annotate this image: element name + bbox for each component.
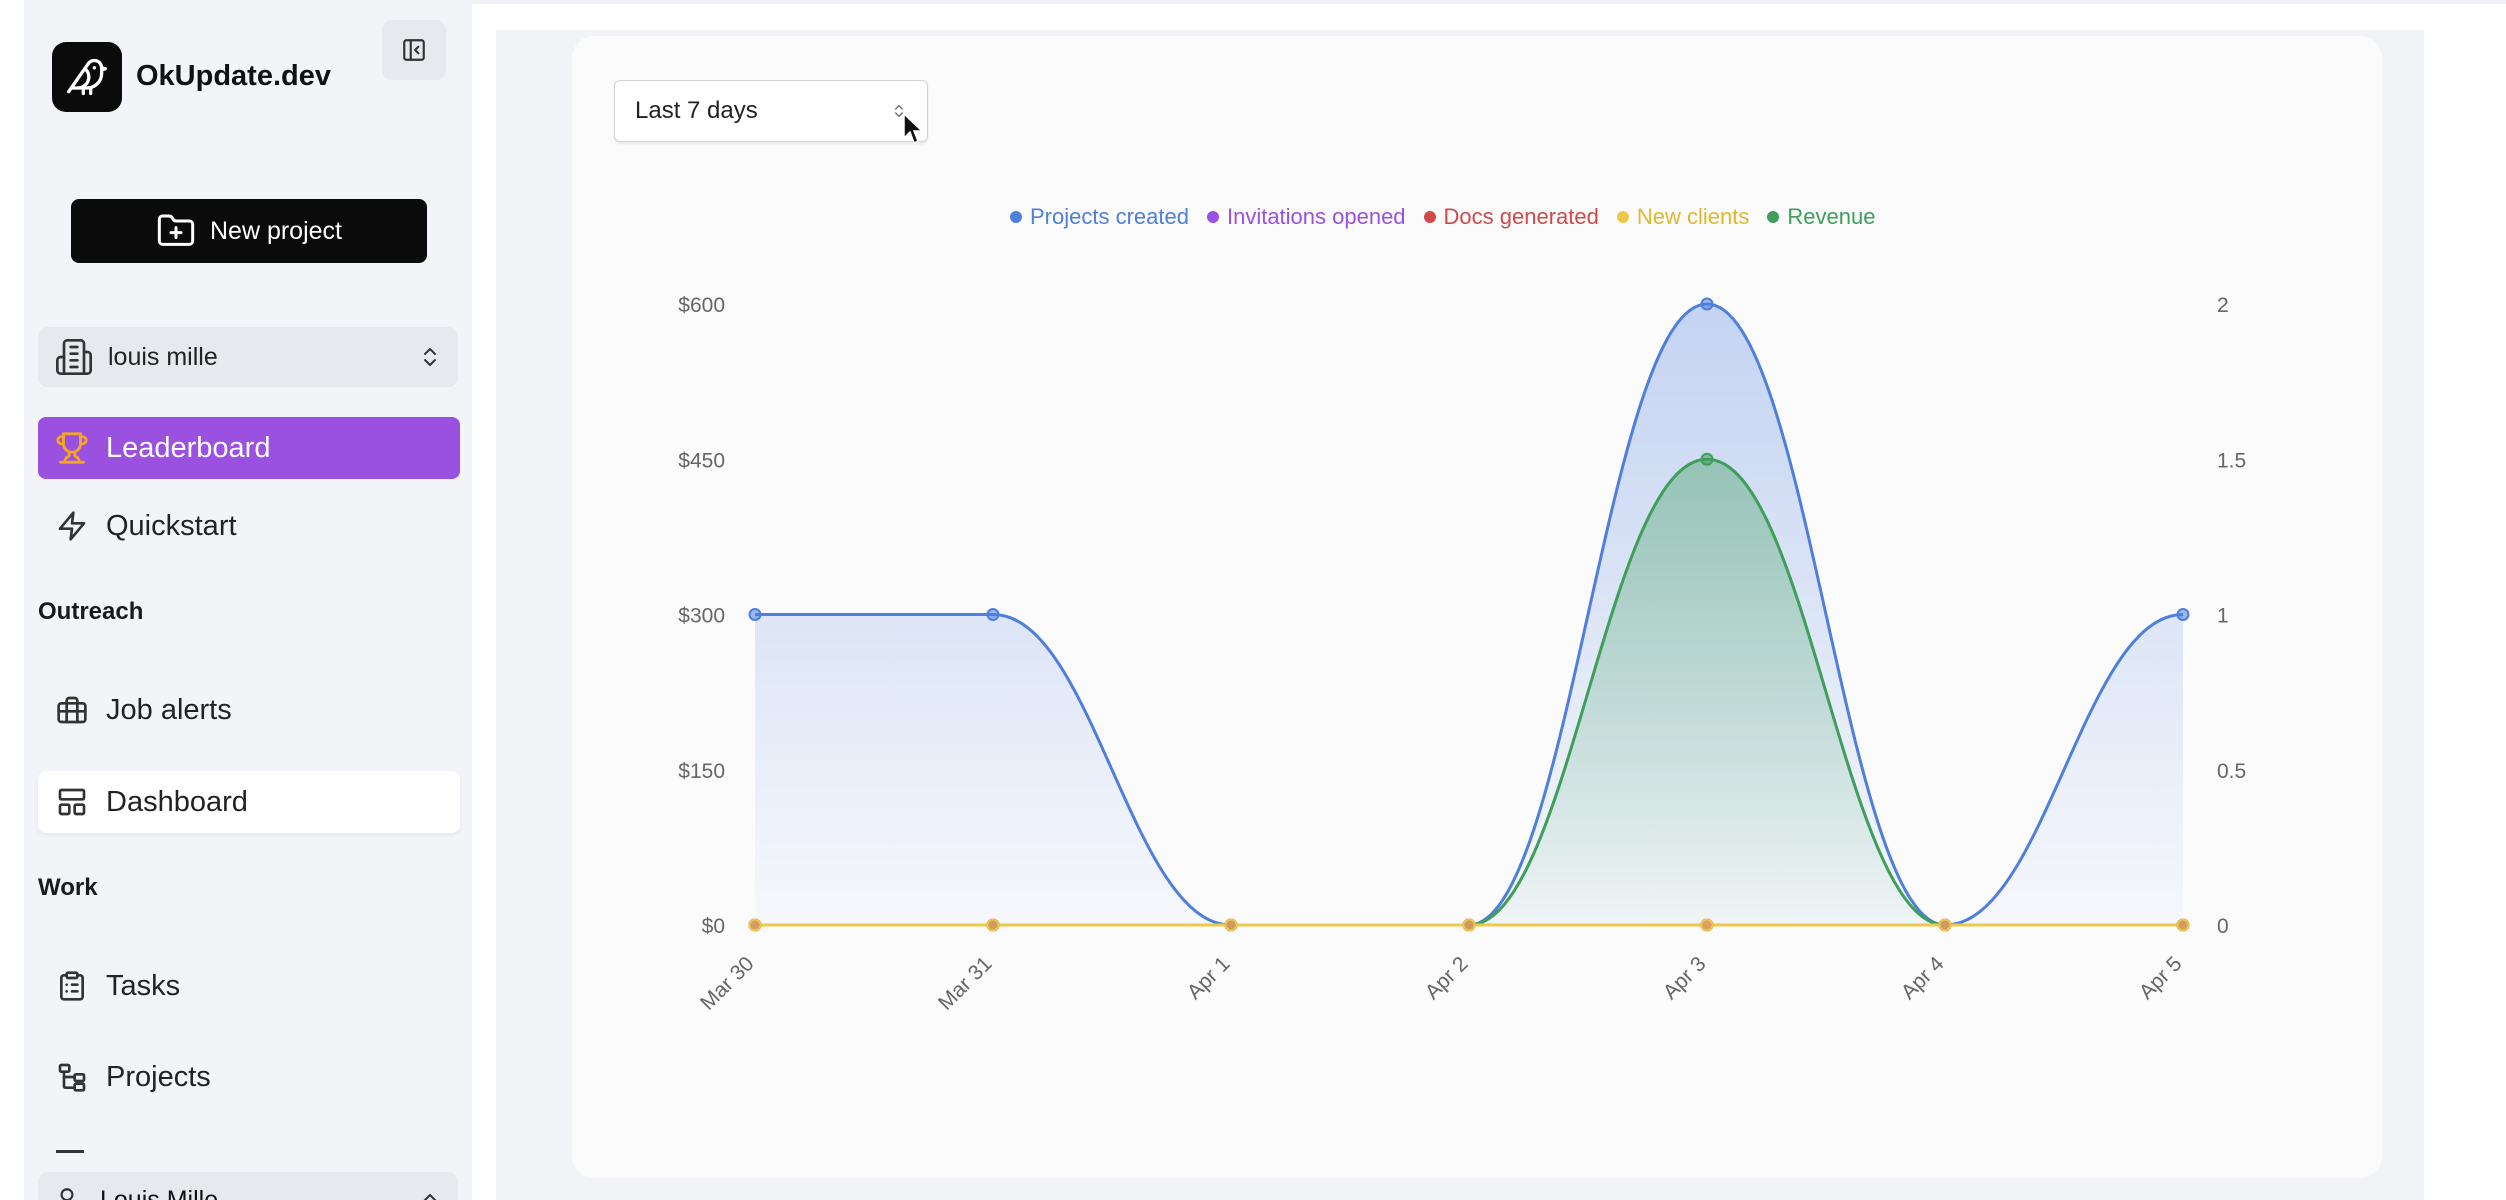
legend-item-docs-generated[interactable]: Docs generated: [1423, 204, 1599, 230]
sidebar-item-job-alerts[interactable]: Job alerts: [38, 679, 460, 741]
data-point-new-clients: [986, 918, 1000, 932]
lightning-icon: [52, 506, 92, 546]
legend-label: New clients: [1636, 204, 1750, 229]
y-right-tick-label: 1: [2217, 605, 2229, 628]
x-tick-label: Apr 4: [1897, 952, 1949, 1004]
data-point-projects-created: [1700, 297, 1714, 311]
y-right-tick-label: 0.5: [2217, 760, 2246, 783]
legend-label: Invitations opened: [1226, 204, 1406, 229]
organization-select[interactable]: louis mille: [38, 327, 458, 387]
sidebar-item-label: Tasks: [106, 969, 181, 1002]
legend-item-new-clients[interactable]: New clients: [1616, 204, 1750, 230]
data-point-new-clients: [2176, 918, 2190, 932]
window-left-edge: [0, 0, 24, 1200]
sidebar-item-leaderboard[interactable]: Leaderboard: [38, 417, 460, 479]
briefcase-icon: [52, 690, 92, 730]
y-left-tick-label: $300: [678, 605, 725, 628]
new-project-button[interactable]: New project: [71, 199, 427, 263]
sidebar-toggle-icon: [403, 39, 425, 61]
data-point-new-clients: [1224, 918, 1238, 932]
data-point-new-clients: [1700, 918, 1714, 932]
user-menu[interactable]: Louis Mille: [38, 1172, 458, 1200]
mouse-cursor-icon: [903, 112, 924, 145]
legend-dot: [1423, 211, 1436, 223]
bird-icon: [67, 58, 107, 96]
hierarchy-icon: [52, 1057, 92, 1097]
chevrons-up-down-icon: [424, 348, 436, 366]
trophy-icon: [52, 428, 92, 468]
sidebar-item-label: Job alerts: [106, 693, 232, 726]
legend-item-projects-created[interactable]: Projects created: [1010, 204, 1189, 230]
chart-card: [572, 36, 2382, 1178]
area-chart: $0 $150 $300 $450 $600 0 0.5 1 1.5 2 Mar 30 Mar 31 A…: [678, 294, 2246, 1015]
organization-name: louis mille: [108, 342, 218, 371]
app-logo[interactable]: [52, 42, 122, 112]
new-project-label: New project: [210, 216, 342, 245]
chevrons-up-down-icon: [895, 105, 903, 117]
y-right-tick-label: 0: [2217, 915, 2229, 938]
x-tick-label: Apr 2: [1421, 952, 1473, 1004]
sidebar-item-dashboard[interactable]: Dashboard: [38, 771, 460, 833]
sidebar-item-projects[interactable]: Projects: [38, 1046, 460, 1108]
user-icon: [60, 1188, 74, 1200]
legend-dot: [1767, 211, 1780, 223]
data-point-projects-created: [748, 608, 762, 621]
date-range-select[interactable]: Last 7 days: [614, 80, 928, 142]
data-point-projects-created: [986, 608, 1000, 621]
section-title-outreach: Outreach: [38, 598, 144, 625]
chart-legend: Projects created Invitations opened Docs…: [1010, 204, 1875, 230]
data-point-new-clients: [748, 918, 762, 932]
x-tick-label: Apr 5: [2135, 952, 2187, 1004]
sidebar-item-label: Leaderboard: [106, 431, 271, 464]
data-point-revenue: [1700, 452, 1714, 466]
folder-plus-icon: [157, 214, 195, 246]
x-tick-label: Apr 1: [1183, 952, 1235, 1004]
legend-dot: [1206, 211, 1219, 223]
top-divider: [472, 0, 2506, 4]
data-point-new-clients: [1462, 918, 1476, 932]
y-right-tick-label: 1.5: [2217, 449, 2246, 472]
user-name: Louis Mille: [100, 1186, 219, 1200]
y-left-tick-label: $450: [678, 449, 725, 472]
date-range-value: Last 7 days: [635, 97, 758, 124]
dashboard-icon: [52, 782, 92, 822]
building-icon: [56, 339, 92, 375]
partially-hidden-icon: [56, 1150, 84, 1154]
legend-item-revenue[interactable]: Revenue: [1767, 204, 1875, 230]
legend-dot: [1616, 211, 1629, 223]
sidebar-item-label: Dashboard: [106, 785, 248, 818]
series-area-revenue: [755, 459, 2183, 925]
y-right-tick-label: 2: [2217, 294, 2229, 317]
sidebar-item-quickstart[interactable]: Quickstart: [38, 495, 460, 557]
section-title-work: Work: [38, 874, 98, 901]
y-left-tick-label: $150: [678, 760, 725, 783]
collapse-sidebar-button[interactable]: [382, 20, 446, 80]
chevron-up-icon: [423, 1194, 437, 1200]
legend-label: Revenue: [1787, 204, 1876, 229]
data-point-projects-created: [2176, 608, 2190, 621]
legend-item-invitations-opened[interactable]: Invitations opened: [1206, 204, 1406, 230]
y-left-tick-label: $0: [702, 915, 725, 938]
sidebar-item-tasks[interactable]: Tasks: [38, 955, 460, 1017]
legend-label: Projects created: [1030, 204, 1189, 229]
data-point-new-clients: [1938, 918, 1952, 932]
sidebar-item-label: Projects: [106, 1060, 211, 1093]
x-tick-label: Apr 3: [1659, 952, 1711, 1004]
clipboard-icon: [52, 966, 92, 1006]
x-tick-label: Mar 30: [696, 952, 758, 1014]
legend-dot: [1010, 211, 1022, 223]
x-tick-label: Mar 31: [934, 952, 996, 1014]
app-name: OkUpdate.dev: [136, 60, 331, 92]
legend-label: Docs generated: [1443, 204, 1599, 229]
y-left-tick-label: $600: [678, 294, 725, 317]
sidebar-item-label: Quickstart: [106, 509, 237, 542]
